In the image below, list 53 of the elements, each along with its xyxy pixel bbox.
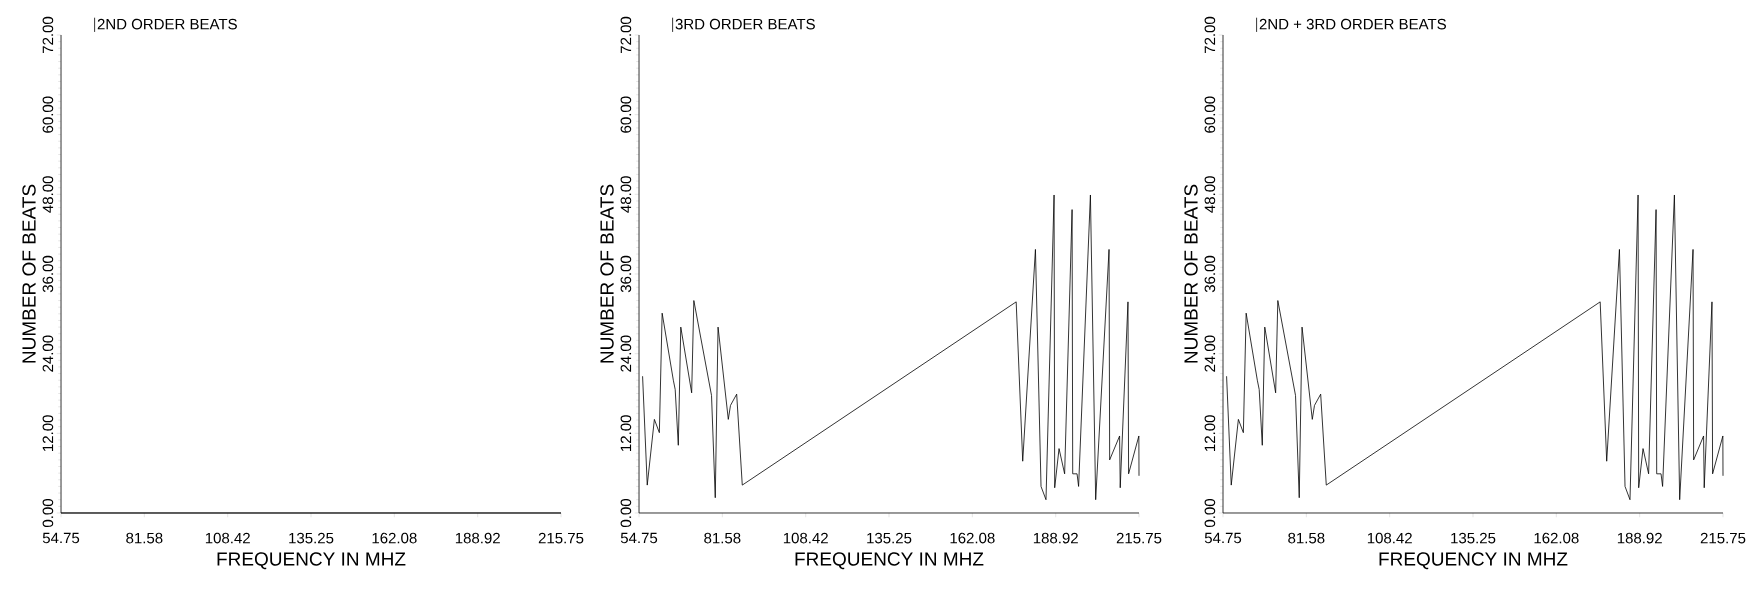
y-tick-label: 72.00 [1204, 16, 1216, 53]
x-axis-title: FREQUENCY IN MHZ [1379, 552, 1568, 570]
x-tick-label: 215.75 [538, 532, 584, 544]
y-tick-label: 48.00 [1204, 176, 1216, 213]
y-tick-label: 36.00 [620, 255, 632, 293]
x-tick-label: 108.42 [1367, 532, 1412, 544]
x-tick-label: 188.92 [1033, 532, 1078, 544]
x-tick-label: 188.92 [455, 532, 500, 544]
y-tick-label: 60.00 [1204, 96, 1216, 133]
y-tick-label: 48.00 [620, 176, 632, 213]
y-tick-label: 48.00 [42, 176, 54, 213]
x-tick-label: 81.58 [126, 532, 163, 544]
x-tick-label: 162.08 [372, 532, 417, 544]
y-tick-label: 72.00 [42, 16, 54, 53]
y-tick-label: 12.00 [620, 415, 632, 451]
y-axis-title: NUMBER OF BEATS [600, 184, 614, 363]
y-tick-label: 60.00 [620, 96, 632, 133]
x-tick-label: 162.08 [950, 532, 995, 544]
y-tick-label: 12.00 [1204, 415, 1216, 451]
y-tick-label: 60.00 [42, 96, 54, 133]
y-tick-label: 0.00 [620, 498, 632, 527]
legend-label: 2ND + 3RD ORDER BEATS [1259, 18, 1446, 30]
y-axis-title: NUMBER OF BEATS [22, 184, 36, 363]
x-tick-label: 81.58 [704, 532, 741, 544]
y-tick-label: 72.00 [620, 16, 632, 53]
y-tick-label: 24.00 [42, 335, 54, 372]
line-series [1226, 194, 1724, 501]
x-tick-label: 135.25 [1451, 532, 1496, 544]
y-tick-label: 36.00 [42, 255, 54, 293]
x-tick-label: 54.75 [1204, 532, 1242, 544]
x-tick-label: 135.25 [867, 532, 912, 544]
line-series [642, 194, 1140, 501]
x-tick-label: 108.42 [783, 532, 828, 544]
legend-label: 2ND ORDER BEATS [97, 18, 237, 30]
y-tick-label: 12.00 [42, 415, 54, 451]
x-tick-label: 135.25 [289, 532, 334, 544]
legend-label: 3RD ORDER BEATS [675, 18, 815, 30]
y-axis-title: NUMBER OF BEATS [1184, 184, 1198, 363]
x-axis-title: FREQUENCY IN MHZ [217, 552, 406, 570]
y-tick-label: 24.00 [1204, 335, 1216, 372]
x-axis-title: FREQUENCY IN MHZ [795, 552, 984, 570]
x-tick-label: 215.75 [1700, 532, 1746, 544]
x-tick-label: 188.92 [1617, 532, 1662, 544]
x-tick-label: 108.42 [205, 532, 250, 544]
x-tick-label: 162.08 [1534, 532, 1579, 544]
x-tick-label: 81.58 [1288, 532, 1325, 544]
x-tick-label: 54.75 [42, 532, 80, 544]
y-tick-label: 24.00 [620, 335, 632, 372]
y-tick-label: 0.00 [42, 498, 54, 527]
y-tick-label: 0.00 [1204, 498, 1216, 527]
x-tick-label: 54.75 [620, 532, 658, 544]
x-tick-label: 215.75 [1116, 532, 1162, 544]
y-tick-label: 36.00 [1204, 255, 1216, 293]
